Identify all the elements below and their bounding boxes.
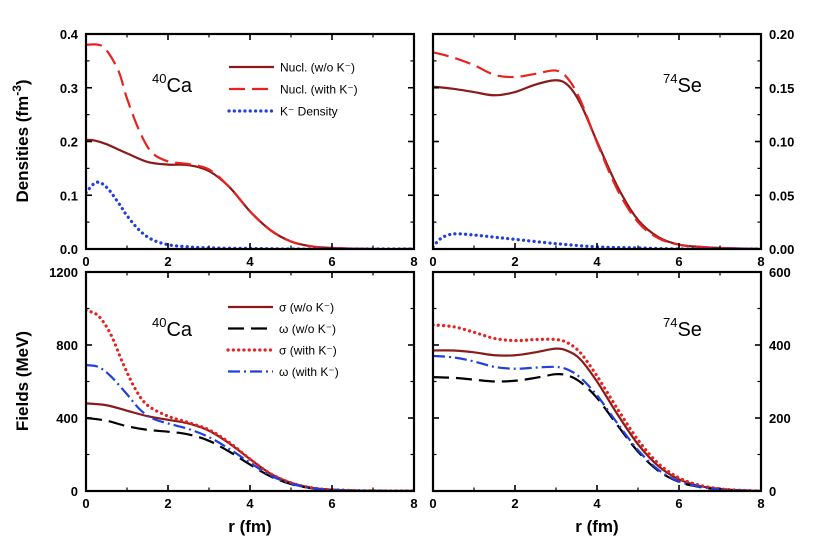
y-tick-label: 0.20 xyxy=(769,27,794,42)
nucleus-symbol: Se xyxy=(677,319,701,341)
fields-ca-series-line-0 xyxy=(86,402,414,491)
nucleus-mass: 40 xyxy=(152,315,166,330)
y-tick-label: 0.4 xyxy=(60,27,79,42)
fields-se-series-line-1 xyxy=(433,372,761,491)
y-tick-label: 800 xyxy=(56,338,78,353)
y-tick-label: 0.1 xyxy=(60,188,78,203)
x-tick-label: 8 xyxy=(410,496,417,511)
x-tick-label: 4 xyxy=(593,254,601,269)
fields-ca-legend-label-2: σ (with K⁻) xyxy=(279,344,337,358)
fields-se-series-line-3 xyxy=(433,354,761,491)
ticks-layer xyxy=(85,33,762,492)
y-axis-label-densities-main: Densities (fm xyxy=(13,96,32,203)
nucleus-symbol: Se xyxy=(677,75,701,97)
y-tick-label: 0.15 xyxy=(769,81,794,96)
x-tick-label: 0 xyxy=(429,496,436,511)
y-tick-label: 1200 xyxy=(49,265,78,280)
y-tick-label: 0.10 xyxy=(769,135,794,150)
y-axis-label-fields: Fields (MeV) xyxy=(13,331,32,431)
y-tick-label: 0.00 xyxy=(769,242,794,257)
y-tick-label: 0 xyxy=(769,484,776,499)
fields-ca-legend-label-0: σ (w/o K⁻) xyxy=(279,301,334,315)
densities-se-nucleus-label: 74Se xyxy=(663,71,702,97)
densities-ca-legend-label-2: K⁻ Density xyxy=(280,105,338,119)
x-tick-label: 8 xyxy=(410,254,417,269)
y-tick-label: 0.05 xyxy=(769,188,794,203)
y-tick-label: 0.3 xyxy=(60,81,78,96)
x-tick-label: 8 xyxy=(757,254,764,269)
x-tick-label: 0 xyxy=(82,496,89,511)
y-tick-label: 0.2 xyxy=(60,135,78,150)
fields-ca-legend-label-1: ω (w/o K⁻) xyxy=(279,322,336,336)
y-axis-label-densities: Densities (fm-3) xyxy=(10,79,32,202)
fields-se-series-line-2 xyxy=(433,323,761,491)
x-tick-label: 0 xyxy=(429,254,436,269)
x-tick-label: 0 xyxy=(82,254,89,269)
densities-ca-series-line-2 xyxy=(86,180,414,249)
x-tick-label: 2 xyxy=(164,496,171,511)
y-tick-label: 0 xyxy=(71,484,78,499)
x-axis-label-right: r (fm) xyxy=(575,517,618,536)
y-tick-label: 0.0 xyxy=(60,242,78,257)
y-tick-label: 400 xyxy=(769,338,791,353)
x-tick-label: 4 xyxy=(593,496,601,511)
fields-se-nucleus-label: 74Se xyxy=(663,315,702,341)
x-tick-label: 6 xyxy=(328,254,335,269)
densities-ca-series-line-0 xyxy=(86,138,414,249)
nucleus-mass: 74 xyxy=(663,71,677,86)
nucleus-mass: 40 xyxy=(152,71,166,86)
fields-ca-series-group xyxy=(86,308,414,491)
fields-ca-legend-label-3: ω (with K⁻) xyxy=(279,365,339,379)
densities-se-series-line-0 xyxy=(433,79,761,249)
x-tick-label: 2 xyxy=(511,496,518,511)
fields-se-series-group xyxy=(433,323,761,491)
x-tick-label: 6 xyxy=(675,496,682,511)
x-tick-label: 8 xyxy=(757,496,764,511)
densities-se-series-line-1 xyxy=(433,51,761,249)
curves-layer xyxy=(86,43,761,491)
y-tick-label: 400 xyxy=(56,411,78,426)
x-tick-label: 6 xyxy=(675,254,682,269)
y-axis-label-densities-exp: -3 xyxy=(10,85,24,96)
x-tick-label: 2 xyxy=(511,254,518,269)
nucleus-mass: 74 xyxy=(663,315,677,330)
y-axis-label-densities-close: ) xyxy=(13,79,32,85)
x-tick-label: 2 xyxy=(164,254,171,269)
densities-se-series-group xyxy=(433,51,761,249)
densities-ca-nucleus-label: 40Ca xyxy=(152,71,193,97)
densities-ca-legend-label-1: Nucl. (with K⁻) xyxy=(280,83,358,97)
densities-se-series-line-2 xyxy=(433,232,761,249)
fields-ca-series-line-3 xyxy=(86,363,414,491)
densities-ca-series-line-1 xyxy=(86,43,414,249)
x-tick-label: 4 xyxy=(246,254,254,269)
x-tick-label: 6 xyxy=(328,496,335,511)
fields-ca-series-line-1 xyxy=(86,416,414,491)
nucleus-symbol: Ca xyxy=(166,319,192,341)
fields-ca-nucleus-label: 40Ca xyxy=(152,315,193,341)
y-tick-label: 600 xyxy=(769,265,791,280)
x-tick-label: 4 xyxy=(246,496,254,511)
densities-ca-legend-label-0: Nucl. (w/o K⁻) xyxy=(280,61,355,75)
y-tick-label: 200 xyxy=(769,411,791,426)
x-axis-label-left: r (fm) xyxy=(228,517,271,536)
fields-se-series-line-0 xyxy=(433,347,761,491)
densities-ca-series-group xyxy=(86,43,414,249)
nucleus-symbol: Ca xyxy=(166,75,192,97)
